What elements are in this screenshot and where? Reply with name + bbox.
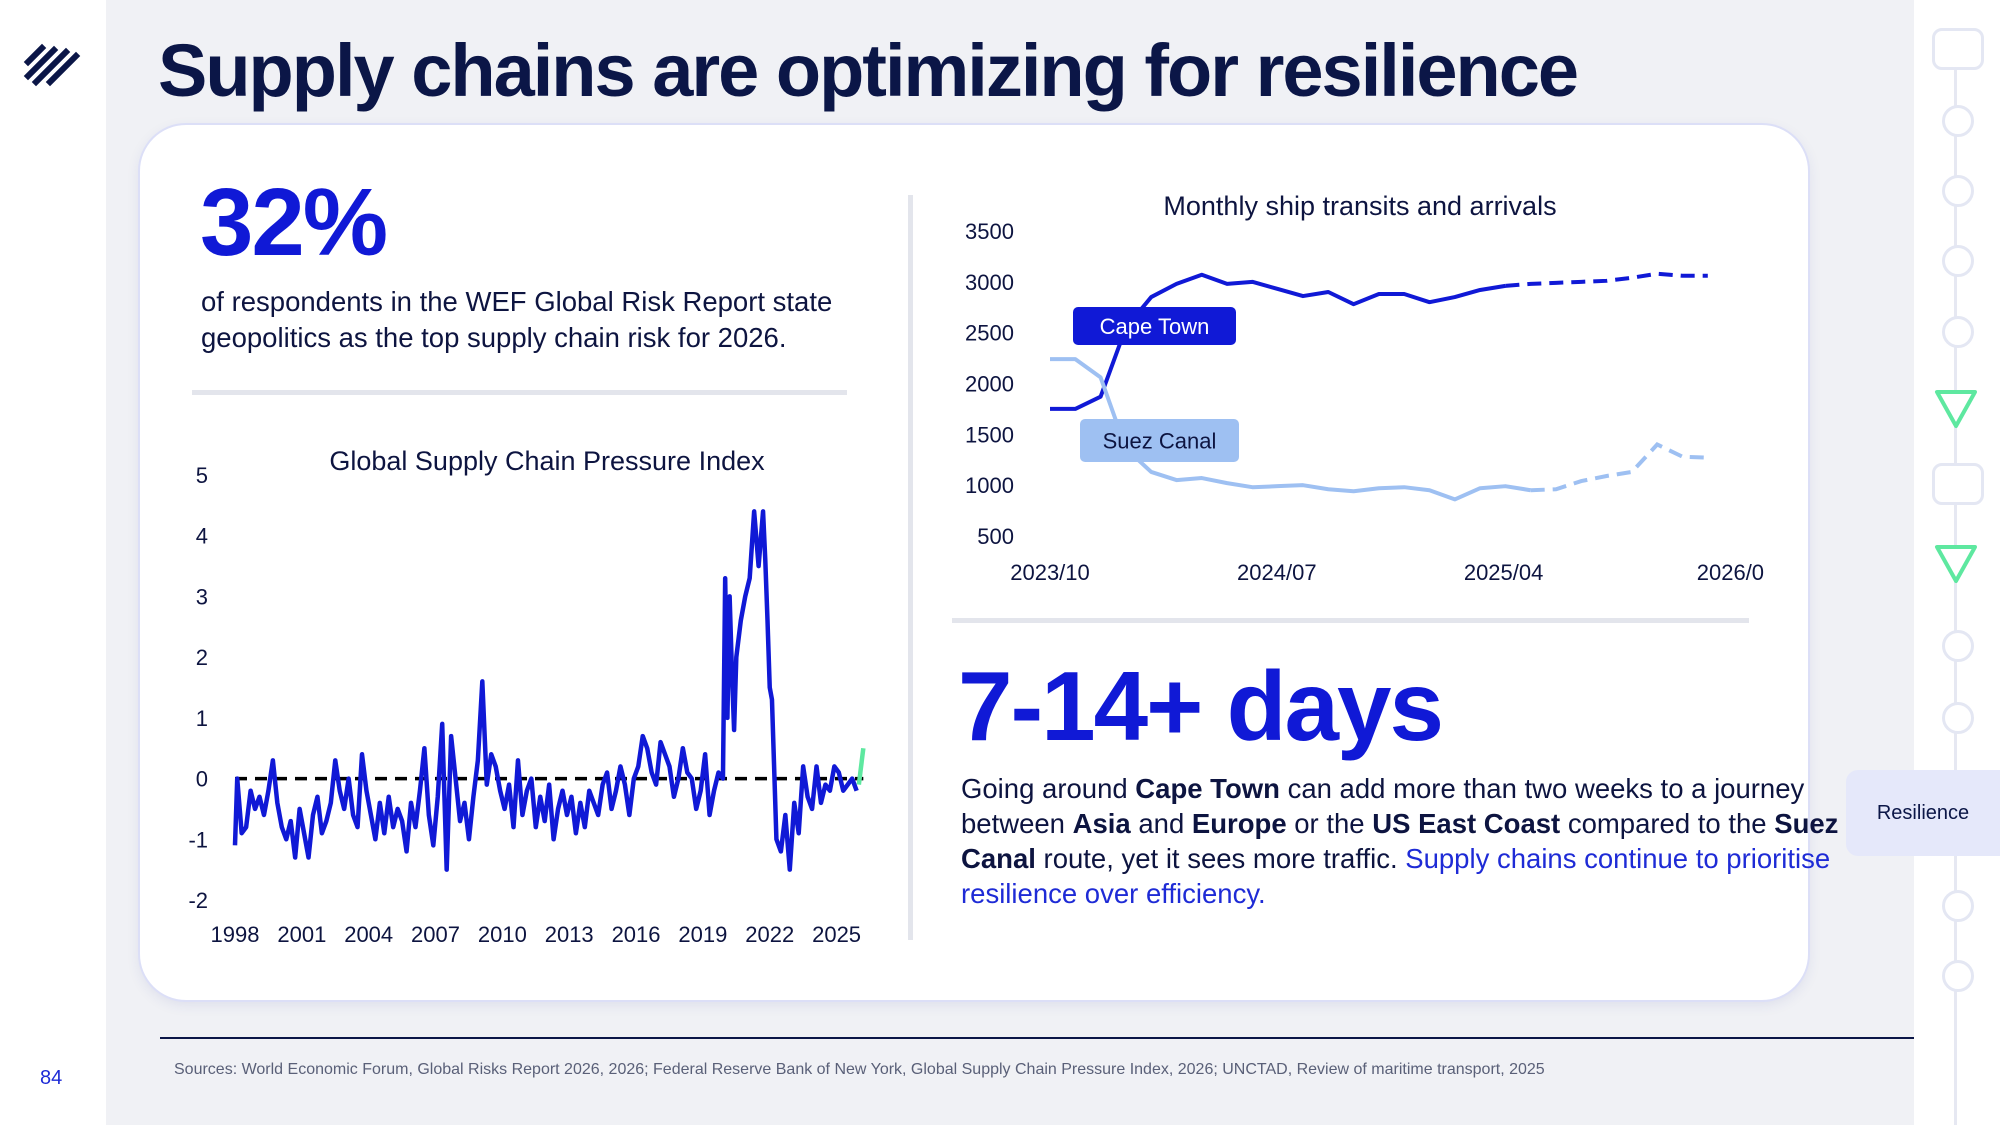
stat-description-bold: Suez Canal [961, 808, 1839, 874]
y-tick-label: 3000 [965, 270, 1014, 295]
x-tick-label: 2010 [478, 922, 527, 947]
gscpi-chart-title: Global Supply Chain Pressure Index [329, 446, 765, 476]
y-tick-label: 3500 [965, 219, 1014, 244]
divider-right [952, 618, 1749, 623]
progress-node[interactable] [1942, 630, 1974, 662]
sources-note: Sources: World Economic Forum, Global Ri… [174, 1061, 1545, 1078]
y-tick-label: 3 [196, 584, 208, 609]
progress-node[interactable] [1942, 175, 1974, 207]
section-tab[interactable]: Resilience [1846, 770, 2000, 856]
stat-description-bold: US East Coast [1372, 808, 1561, 839]
stat-description-text: and [1130, 808, 1192, 839]
stat-description-text: route, yet it sees more traffic. [1035, 843, 1406, 874]
x-tick-label: 2001 [277, 922, 326, 947]
y-tick-label: 1500 [965, 422, 1014, 447]
series-label: Suez Canal [1103, 429, 1217, 454]
gscpi-series-line [232, 509, 859, 872]
ship-chart-title: Monthly ship transits and arrivals [1163, 191, 1556, 221]
stat-highlight-text: Supply chains continue to prioritise res… [961, 843, 1831, 909]
stat-description-2: Going around Cape Town can add more than… [961, 771, 1861, 911]
series-line-forecast-1 [1530, 442, 1708, 493]
progress-node[interactable] [1942, 245, 1974, 277]
ship-transits-chart: Monthly ship transits and arrivals 3500 30… [965, 191, 1764, 585]
stat-description-1: of respondents in the WEF Global Risk Re… [201, 286, 833, 353]
stat-description-text: can add more than two weeks to a journey… [961, 773, 1805, 839]
progress-marker-icon[interactable] [1933, 388, 1979, 432]
x-tick-label: 2013 [545, 922, 594, 947]
progress-marker-icon[interactable] [1933, 543, 1979, 587]
series-line-forecast-0 [1505, 271, 1708, 288]
gscpi-chart: Global Supply Chain Pressure Index 5 4 3 2 1 0… [188, 446, 866, 947]
y-tick-label: 4 [196, 524, 208, 549]
stat-description-bold: Cape Town [1135, 773, 1280, 804]
x-tick-label: 2025/04 [1464, 560, 1544, 585]
stat-description-body: Going around Cape Town can add more than… [961, 773, 1838, 874]
progress-node[interactable] [1942, 105, 1974, 137]
progress-track [1954, 60, 1957, 1125]
series-label-box [1073, 307, 1236, 345]
left-rail: 84 [0, 0, 106, 1125]
footer-rule [160, 1037, 1914, 1039]
divider-left [192, 390, 847, 395]
y-tick-label: 1 [196, 706, 208, 731]
x-tick-label: 2007 [411, 922, 460, 947]
stat-value-1: 32% [200, 169, 388, 276]
stat-description-text: Going around [961, 773, 1136, 804]
progress-node[interactable] [1942, 316, 1974, 348]
x-tick-label: 2016 [612, 922, 661, 947]
x-tick-label: 2026/0 [1697, 560, 1764, 585]
page-number: 84 [40, 1067, 63, 1089]
y-tick-label: 0 [196, 767, 208, 792]
y-tick-label: 2000 [965, 372, 1014, 397]
series-label: Cape Town [1100, 314, 1210, 339]
y-tick-label: -1 [188, 827, 208, 852]
progress-section-node[interactable] [1932, 28, 1984, 70]
y-tick-label: -2 [188, 888, 208, 913]
y-tick-label: 5 [196, 463, 208, 488]
series-label-box [1080, 419, 1239, 462]
content-card [140, 125, 1808, 1000]
progress-node[interactable] [1942, 960, 1974, 992]
y-tick-label: 1000 [965, 473, 1014, 498]
progress-node[interactable] [1942, 890, 1974, 922]
section-tab-label: Resilience [1876, 802, 1970, 824]
x-tick-label: 2019 [678, 922, 727, 947]
x-tick-label: 2025 [812, 922, 861, 947]
x-tick-label: 1998 [211, 922, 260, 947]
stat-description-bold: Europe [1191, 808, 1287, 839]
stat-description-bold: Asia [1072, 808, 1131, 839]
progress-section-node[interactable] [1932, 463, 1984, 505]
y-tick-label: 2500 [965, 321, 1014, 346]
x-tick-label: 2004 [344, 922, 393, 947]
y-tick-label: 500 [977, 524, 1014, 549]
x-tick-label: 2022 [745, 922, 794, 947]
x-tick-label: 2023/10 [1010, 560, 1090, 585]
slide-title: Supply chains are optimizing for resilie… [158, 29, 1579, 112]
progress-node[interactable] [1942, 702, 1974, 734]
x-tick-label: 2024/07 [1237, 560, 1317, 585]
stat-description-text: compared to the [1560, 808, 1775, 839]
brand-logo-icon [23, 43, 81, 87]
stat-description-text: or the [1286, 808, 1373, 839]
stat-value-2: 7-14+ days [958, 651, 1444, 761]
y-tick-label: 2 [196, 645, 208, 670]
gscpi-latest-segment [856, 747, 866, 785]
divider-vertical [908, 195, 913, 940]
